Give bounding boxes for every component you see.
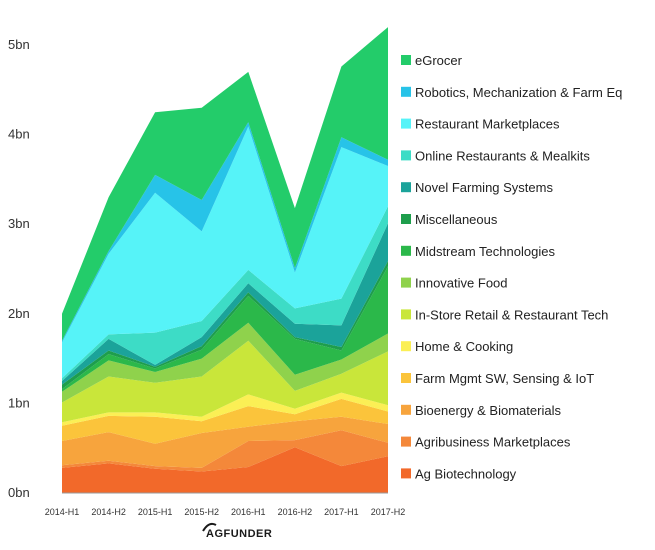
area-innovative-food [62,322,388,403]
legend-item-ag-biotechnology: Ag Biotechnology [401,466,517,481]
legend-swatch [401,341,411,352]
area-farm-mgmt-sw-sensing-iot [62,398,388,444]
y-tick-label: 5bn [8,37,30,52]
x-tick-label: 2016-H1 [231,507,266,517]
legend-label: Farm Mgmt SW, Sensing & IoT [415,371,594,386]
legend-item-home-cooking: Home & Cooking [401,339,513,354]
legend-label: Home & Cooking [415,339,513,354]
legend-swatch [401,436,411,447]
legend-item-miscellaneous: Miscellaneous [401,212,498,227]
area-egrocer [62,27,388,341]
area-midstream-technologies [62,266,388,392]
legend-item-in-store-retail-restaurant-tech: In-Store Retail & Restaurant Tech [401,307,608,322]
legend-swatch [401,86,411,97]
area-robotics-mechanization-farm-eq [62,122,388,343]
areas-layer [62,27,388,493]
legend-item-online-restaurants-mealkits: Online Restaurants & Mealkits [401,148,590,163]
y-axis: 0bn 1bn 2bn 3bn 4bn 5bn [8,37,30,500]
area-ag-biotechnology [62,447,388,493]
logo-text: AGFUNDER [206,528,272,540]
x-tick-label: 2016-H2 [278,507,313,517]
legend-swatch [401,468,411,479]
area-agribusiness-marketplaces [62,430,388,472]
x-tick-label: 2017-H1 [324,507,359,517]
legend-item-egrocer: eGrocer [401,53,463,68]
legend-swatch [401,55,411,65]
legend-item-novel-farming-systems: Novel Farming Systems [401,180,553,195]
area-home-cooking [62,392,388,426]
x-axis: 2014-H1 2014-H2 2015-H1 2015-H2 2016-H1 2016-… [45,492,406,517]
legend-item-robotics-mechanization-farm-eq: Robotics, Mechanization & Farm Eq [401,85,622,100]
y-tick-label: 1bn [8,395,30,410]
x-tick-label: 2017-H2 [371,507,406,517]
legend-item-agribusiness-marketplaces: Agribusiness Marketplaces [401,435,571,450]
logo-swoosh-icon [202,522,217,532]
legend-item-restaurant-marketplaces: Restaurant Marketplaces [401,117,560,132]
legend-swatch [401,182,411,193]
legend-swatch [401,277,411,288]
y-tick-label: 0bn [8,485,30,500]
legend-label: In-Store Retail & Restaurant Tech [415,307,608,322]
legend-swatch [401,214,411,224]
y-tick-label: 3bn [8,216,30,231]
area-online-restaurants-mealkits [62,206,388,381]
legend-label: Miscellaneous [415,212,498,227]
legend-label: Online Restaurants & Mealkits [415,148,590,163]
legend-label: Novel Farming Systems [415,180,553,195]
x-tick-label: 2015-H2 [184,507,219,517]
legend: eGrocer Robotics, Mechanization & Farm Eq… [401,53,622,481]
area-bioenergy-biomaterials [62,416,388,468]
legend-swatch [401,245,411,256]
legend-item-bioenergy-biomaterials: Bioenergy & Biomaterials [401,403,561,418]
x-tick-label: 2014-H1 [45,507,80,517]
x-tick-label: 2014-H2 [91,507,126,517]
legend-swatch [401,309,411,320]
legend-label: Ag Biotechnology [415,466,517,481]
legend-label: Robotics, Mechanization & Farm Eq [415,85,622,100]
legend-item-farm-mgmt-sw-sensing-iot: Farm Mgmt SW, Sensing & IoT [401,371,594,386]
legend-swatch [401,118,411,129]
brand-logo: AGFUNDER [202,522,272,540]
x-tick-label: 2015-H1 [138,507,173,517]
legend-swatch [401,150,411,161]
legend-item-innovative-food: Innovative Food [401,276,508,291]
legend-swatch [401,404,411,415]
area-in-store-retail-restaurant-tech [62,340,388,423]
legend-label: Midstream Technologies [415,244,555,259]
legend-label: Restaurant Marketplaces [415,117,560,132]
legend-label: Agribusiness Marketplaces [415,435,571,450]
area-restaurant-marketplaces [62,126,388,379]
y-tick-label: 2bn [8,306,30,321]
legend-label: eGrocer [415,53,463,68]
legend-swatch [401,373,411,383]
legend-label: Innovative Food [415,276,508,291]
y-tick-label: 4bn [8,127,30,142]
legend-item-midstream-technologies: Midstream Technologies [401,244,555,259]
legend-label: Bioenergy & Biomaterials [415,403,561,418]
